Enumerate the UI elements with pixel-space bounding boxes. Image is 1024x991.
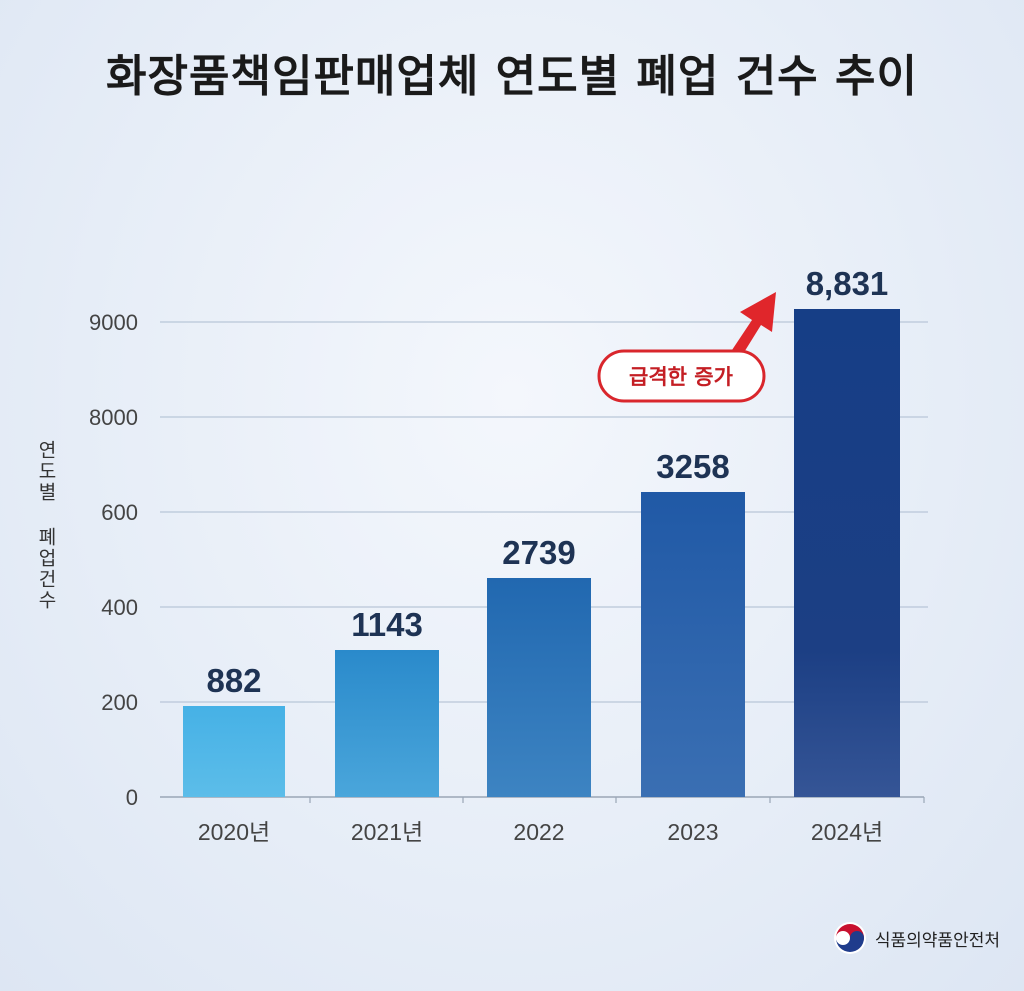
data-label: 3258 — [656, 448, 729, 485]
taegeuk-icon — [833, 922, 866, 954]
bar — [487, 578, 591, 797]
footer-logo: 식품의약품안전처 — [833, 921, 1000, 955]
x-tick-label: 2023 — [667, 819, 718, 845]
x-tick-label: 2022 — [513, 819, 564, 845]
bar — [794, 309, 900, 797]
y-axis-label: 연도별 폐업건수 — [35, 440, 57, 611]
bar — [183, 706, 285, 797]
y-tick-label: 9000 — [89, 310, 138, 335]
bar — [641, 492, 745, 797]
up-right-arrow-icon — [728, 292, 776, 362]
data-label: 1143 — [351, 606, 423, 643]
y-tick-label: 200 — [101, 690, 138, 715]
data-label: 2739 — [502, 534, 575, 571]
organization-name: 식품의약품안전처 — [874, 930, 1000, 951]
chart-title: 화장품책임판매업체 연도별 폐업 건수 추이 — [106, 51, 918, 102]
callout-text: 급격한 증가 — [629, 365, 734, 389]
y-tick-label: 600 — [101, 500, 138, 525]
data-label: 8,831 — [806, 265, 889, 302]
callout-box — [597, 349, 766, 403]
x-tick-label: 2020년 — [198, 819, 270, 845]
y-tick-label: 8000 — [89, 405, 138, 430]
y-tick-label: 0 — [126, 785, 138, 810]
y-tick-label: 400 — [101, 595, 138, 620]
x-tick-label: 2024년 — [811, 819, 883, 845]
x-tick-label: 2021년 — [351, 819, 423, 845]
bar — [335, 650, 439, 797]
data-label: 882 — [206, 662, 261, 699]
